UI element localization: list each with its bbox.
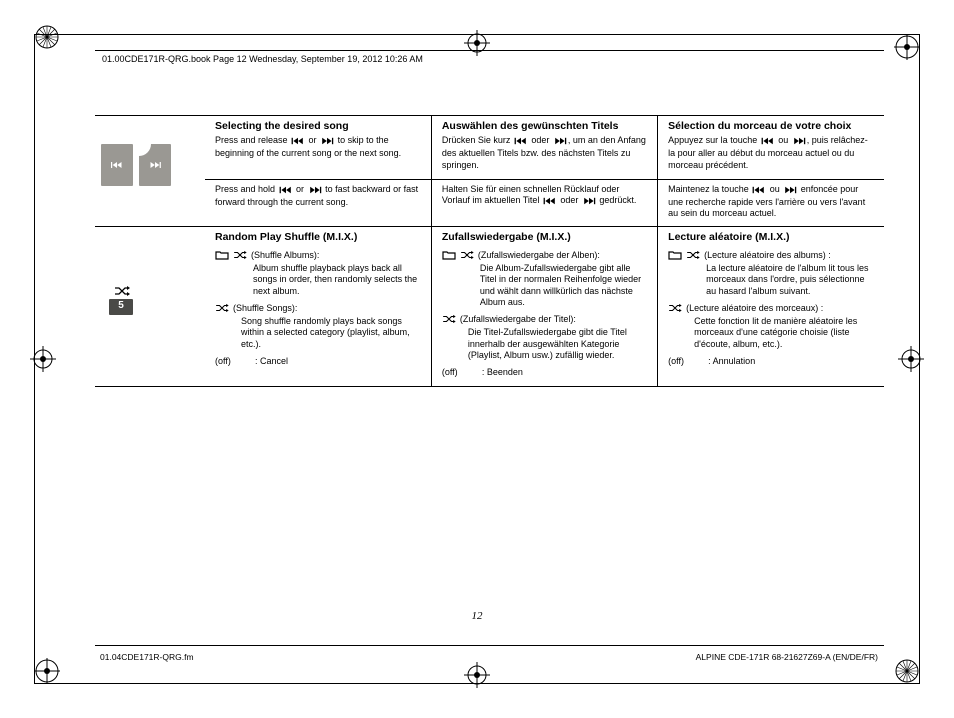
footer-right: ALPINE CDE-171R 68-21627Z69-A (EN/DE/FR) [696, 652, 878, 662]
reg-mark-left [30, 346, 56, 372]
next-icon [791, 137, 807, 148]
next-icon [307, 186, 323, 197]
b2-text-en: Song shuffle randomly plays back songs w… [215, 316, 421, 350]
prev-button-thumb [101, 144, 133, 186]
prev-icon [278, 186, 294, 197]
folder-icon [668, 250, 682, 263]
b2-label-fr: (Lecture aléatoire des morceaux) : [686, 303, 823, 314]
shuffle-icon [114, 285, 130, 297]
s1-de-p1: Drücken Sie kurz oder , um an den Anfang… [442, 135, 646, 170]
b1-label-en: (Shuffle Albums): [251, 250, 319, 261]
shuffle-icon [460, 250, 474, 263]
section2-title-de: Zufallswiedergabe (M.I.X.) [442, 231, 647, 244]
section1-title-fr: Sélection du morceau de votre choix [668, 120, 874, 133]
b2-text-fr: Cette fonction lit de manière aléatoire … [668, 316, 874, 350]
prev-icon [751, 186, 767, 197]
off-row-en: (off): Cancel [215, 356, 421, 367]
content-table: Selecting the desired song Press and rel… [95, 115, 884, 387]
s1-fr-p2: Maintenez la touche ou enfoncée pour une… [668, 184, 865, 219]
shuffle-icon [686, 250, 700, 263]
shuffle-badge: 5 [109, 285, 135, 315]
page-number: 12 [0, 610, 954, 622]
page-root: 01.00CDE171R-QRG.book Page 12 Wednesday,… [0, 0, 954, 718]
reg-mark-right [898, 346, 924, 372]
prev-icon [542, 197, 558, 208]
next-button-thumb [139, 144, 171, 186]
b1-text-de: Die Album-Zufallswiedergabe gibt alle Ti… [442, 263, 647, 308]
s1-de-p2: Halten Sie für einen schnellen Rücklauf … [442, 184, 637, 205]
s1-en-p1: Press and release or to skip to the begi… [215, 135, 401, 158]
b1-text-fr: La lecture aléatoire de l'album lit tous… [668, 263, 874, 297]
shuffle-icon [233, 250, 247, 263]
prev-icon [760, 137, 776, 148]
crop-mark-tr [894, 34, 920, 60]
section2-title-fr: Lecture aléatoire (M.I.X.) [668, 231, 874, 244]
b2-label-de: (Zufallswiedergabe der Titel): [460, 314, 576, 325]
reg-mark-bottom [464, 662, 490, 688]
section1-title-en: Selecting the desired song [215, 120, 421, 133]
footer-left: 01.04CDE171R-QRG.fm [100, 652, 194, 662]
crop-mark-tl [34, 24, 60, 50]
skip-buttons-illustration [101, 144, 205, 186]
b1-label-de: (Zufallswiedergabe der Alben): [478, 250, 600, 261]
shuffle-icon [215, 303, 229, 316]
prev-icon [513, 137, 529, 148]
header-rule [95, 50, 884, 51]
off-row-de: (off): Beenden [442, 367, 647, 378]
off-row-fr: (off): Annulation [668, 356, 874, 367]
footer-rule [95, 645, 884, 646]
step-number-badge: 5 [109, 299, 133, 315]
prev-icon [290, 137, 306, 148]
b2-text-de: Die Titel-Zufallswiedergabe gibt die Tit… [442, 327, 647, 361]
header-text: 01.00CDE171R-QRG.book Page 12 Wednesday,… [102, 54, 423, 64]
shuffle-icon [442, 314, 456, 327]
s1-en-p2: Press and hold or to fast backward or fa… [215, 184, 418, 207]
crop-mark-bl [34, 658, 60, 684]
crop-mark-br [894, 658, 920, 684]
next-icon [581, 197, 597, 208]
section1-title-de: Auswählen des gewünschten Titels [442, 120, 647, 133]
b2-label-en: (Shuffle Songs): [233, 303, 297, 314]
folder-icon [442, 250, 456, 263]
s1-fr-p1: Appuyez sur la touche ou , puis relâchez… [668, 135, 868, 170]
shuffle-icon [668, 303, 682, 316]
section2-title-en: Random Play Shuffle (M.I.X.) [215, 231, 421, 244]
b1-text-en: Album shuffle playback plays back all so… [215, 263, 421, 297]
content-area: Selecting the desired song Press and rel… [95, 115, 884, 387]
next-icon [782, 186, 798, 197]
b1-label-fr: (Lecture aléatoire des albums) : [704, 250, 831, 261]
reg-mark-top [464, 30, 490, 56]
next-icon [552, 137, 568, 148]
next-icon [319, 137, 335, 148]
folder-icon [215, 250, 229, 263]
